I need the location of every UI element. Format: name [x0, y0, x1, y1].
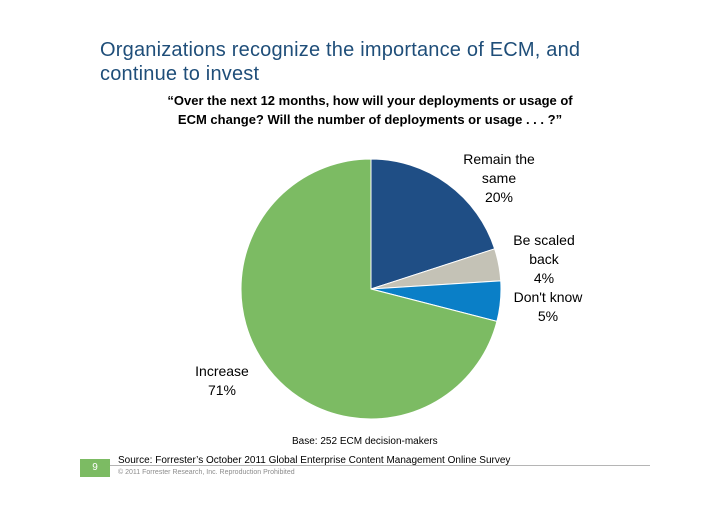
- copyright-note: © 2011 Forrester Research, Inc. Reproduc…: [118, 469, 295, 476]
- slice-label-scaled-back-line-2: back: [529, 251, 559, 267]
- slice-label-scaled-back-line-1: Be scaled: [513, 232, 575, 248]
- slice-label-remain: Remain the same 20%: [452, 150, 546, 207]
- page-number: 9: [80, 459, 110, 477]
- slice-value-increase: 71%: [207, 382, 237, 398]
- slice-value-remain: 20%: [484, 189, 514, 205]
- slice-label-increase: Increase 71%: [170, 362, 274, 400]
- slide-title-line-2: continue to invest: [100, 63, 260, 85]
- pie-slice-remain: [370, 158, 496, 290]
- slice-label-remain-line-1: Remain the: [463, 151, 535, 167]
- slice-label-dont-know-line-1: Don't know: [513, 289, 583, 305]
- survey-question-line-2: ECM change? Will the number of deploymen…: [177, 112, 563, 127]
- slice-label-scaled-back: Be scaled back 4%: [500, 231, 588, 288]
- source-note: Source: Forrester’s October 2011 Global …: [118, 455, 511, 466]
- slice-value-scaled-back: 4%: [533, 270, 555, 286]
- survey-question: “Over the next 12 months, how will your …: [120, 91, 620, 129]
- slide-title: Organizations recognize the importance o…: [100, 38, 700, 86]
- survey-question-line-1: “Over the next 12 months, how will your …: [167, 93, 573, 108]
- slice-value-dont-know: 5%: [537, 308, 559, 324]
- slice-label-increase-line-1: Increase: [195, 363, 249, 379]
- slice-label-dont-know: Don't know 5%: [500, 288, 596, 326]
- slice-label-remain-line-2: same: [481, 170, 517, 186]
- base-note: Base: 252 ECM decision-makers: [292, 436, 438, 447]
- slide-title-line-1: Organizations recognize the importance o…: [100, 39, 581, 61]
- footer-divider: [110, 465, 650, 466]
- pie-slice-increase: [240, 158, 498, 420]
